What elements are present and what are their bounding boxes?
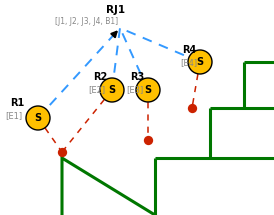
Point [190,106,194,110]
Text: R4: R4 [182,45,196,55]
Text: S: S [196,57,204,67]
Text: R2: R2 [93,72,107,82]
Circle shape [100,78,124,102]
Point [60,150,64,154]
Circle shape [136,78,160,102]
Text: [J1, J2, J3, J4, B1]: [J1, J2, J3, J4, B1] [55,17,118,26]
Text: S: S [144,85,152,95]
Text: [E3]: [E3] [126,86,143,95]
Text: S: S [109,85,116,95]
Text: R1: R1 [10,98,24,108]
Text: S: S [35,113,42,123]
Text: [E1]: [E1] [5,112,22,120]
Text: R3: R3 [130,72,144,82]
Circle shape [26,106,50,130]
Text: RJ1: RJ1 [106,5,125,15]
Text: [E4]: [E4] [180,58,197,68]
Text: [E2]: [E2] [88,86,105,95]
Point [146,138,150,142]
Circle shape [188,50,212,74]
